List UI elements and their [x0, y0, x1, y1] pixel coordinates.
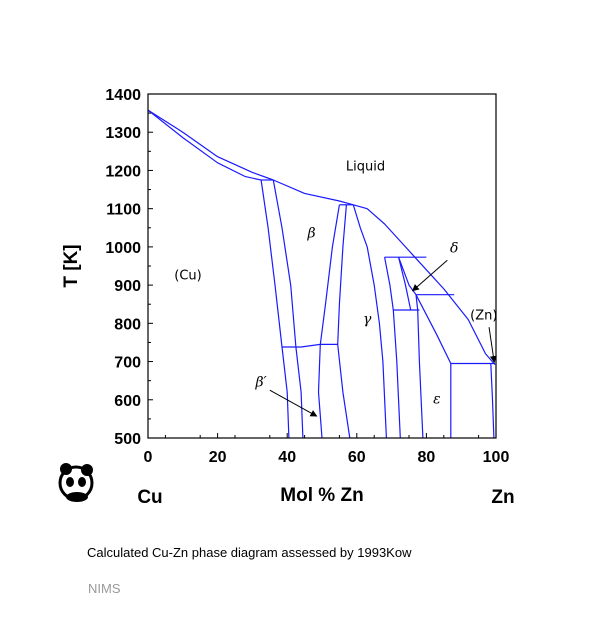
phase-region-label: β′ — [254, 374, 267, 390]
figure-caption: Calculated Cu-Zn phase diagram assessed … — [87, 545, 412, 560]
panda-ear-right — [81, 464, 93, 476]
y-tick-label: 1300 — [105, 125, 141, 142]
y-tick-label: 1000 — [105, 240, 141, 257]
y-tick-label: 800 — [114, 316, 141, 333]
panda-body — [66, 492, 88, 502]
phase-boundary-liquidus-beta-gamma — [273, 179, 354, 206]
phase-boundary-cu-solvus — [260, 179, 290, 439]
phase-region-label: β — [307, 225, 316, 241]
phase-boundary-liquidus-cu-beta — [147, 109, 274, 181]
x-tick-label: 80 — [418, 449, 436, 466]
phase-boundary-gamma-boundary-left — [337, 204, 351, 439]
y-tick-label: 1100 — [106, 202, 141, 219]
annotation-arrow — [411, 259, 448, 292]
phase-boundary-delta-right — [398, 256, 417, 296]
phase-boundary-zn-solvus — [490, 363, 495, 439]
plot-frame — [147, 93, 497, 439]
panda-eye-left — [66, 477, 74, 487]
annotation-arrow — [269, 389, 318, 417]
y-tick-label: 1400 — [105, 87, 141, 104]
phase-boundary-beta-order-transition — [282, 343, 338, 348]
x-end-label-right: Zn — [491, 487, 514, 508]
phase-boundary-epsilon-right — [415, 294, 452, 438]
x-tick-label: 0 — [144, 449, 153, 466]
y-tick-label: 900 — [114, 278, 141, 295]
phase-boundary-solidus-cu — [147, 109, 262, 181]
phase-region-label: γ — [363, 311, 372, 327]
y-tick-label: 500 — [114, 431, 141, 448]
phase-boundary-gamma-liquidus — [353, 204, 496, 365]
x-end-label-left: Cu — [137, 487, 162, 508]
phase-region-label: Liquid — [346, 159, 385, 174]
phase-boundary-delta-left — [398, 257, 412, 311]
phase-region-label: (Zn) — [470, 309, 497, 324]
phase-region-label: (Cu) — [174, 268, 201, 283]
x-tick-label: 60 — [348, 449, 366, 466]
x-tick-label: 40 — [278, 449, 296, 466]
phase-boundary-gamma-delta-left — [384, 257, 401, 439]
phase-boundary-epsilon-left — [415, 294, 424, 439]
y-axis-title: T [K] — [61, 244, 82, 287]
y-tick-label: 600 — [114, 393, 141, 410]
phase-region-label: ε — [433, 392, 441, 408]
plot-area — [147, 93, 497, 439]
panda-logo — [58, 463, 94, 502]
panda-ear-left — [60, 463, 72, 475]
chart-labels: 0 20 40 60 80 100 500 600 700 800 900 1000 1100 1200 1… — [61, 87, 515, 508]
y-tick-label: 1200 — [105, 163, 141, 180]
annotation-arrow — [488, 327, 497, 364]
x-tick-label: 20 — [209, 449, 227, 466]
phase-boundary-beta-boundary-right — [317, 204, 340, 439]
phase-boundary-gamma-solidus-right — [352, 204, 387, 439]
source-credit: NIMS — [88, 581, 121, 596]
phase-boundary-beta-boundary-left — [272, 179, 304, 439]
phase-region-label: δ — [450, 241, 458, 257]
x-tick-label: 100 — [483, 449, 510, 466]
panda-eye-right — [78, 477, 86, 487]
x-axis-title: Mol % Zn — [280, 485, 363, 506]
y-tick-label: 700 — [114, 355, 141, 372]
